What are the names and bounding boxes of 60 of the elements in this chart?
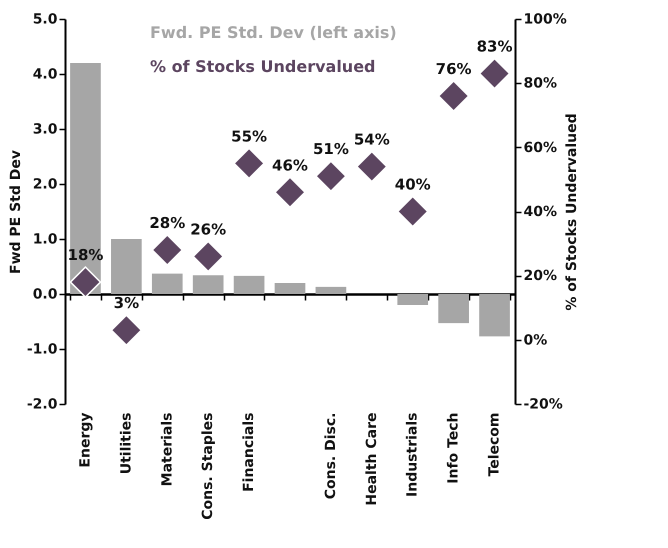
- y2-tick-label: 100%: [524, 12, 567, 28]
- y2-tick-label: -20%: [524, 396, 563, 412]
- y-tick-label: 4.0: [32, 66, 58, 82]
- data-label: 46%: [272, 156, 308, 174]
- data-label: 40%: [394, 176, 431, 194]
- data-label: 26%: [190, 220, 226, 238]
- x-tick-label: Materials: [159, 412, 176, 486]
- data-label: 55%: [231, 127, 268, 146]
- x-tick-label: Health Care: [364, 412, 380, 506]
- data-label: 83%: [476, 38, 512, 56]
- x-tick-label: Telecom: [486, 412, 503, 476]
- data-label: 28%: [149, 214, 186, 232]
- point: [315, 160, 347, 192]
- bar: [111, 239, 142, 294]
- y-tick-label: 2.0: [32, 176, 58, 192]
- bar: [397, 294, 428, 305]
- bar: [438, 294, 469, 324]
- point: [478, 58, 510, 90]
- x-tick-label: Utilities: [118, 412, 134, 474]
- point: [356, 150, 388, 182]
- y-tick-label: -1.0: [26, 342, 58, 358]
- text: % of Stocks Undervalued: [150, 57, 376, 76]
- y2-tick-label: 40%: [524, 204, 558, 220]
- y-tick-label: -2.0: [26, 396, 58, 412]
- x-tick-label: Financials: [241, 412, 258, 492]
- data-label: 76%: [436, 60, 472, 78]
- bar: [152, 274, 183, 294]
- x-tick-label: Energy: [77, 412, 94, 468]
- data-label: 54%: [354, 130, 390, 149]
- x-tick-label: Cons. Disc.: [322, 412, 339, 500]
- point: [233, 148, 265, 180]
- point: [110, 314, 142, 346]
- point: [192, 240, 224, 272]
- bar: [70, 63, 101, 294]
- x-tick-label: Cons. Staples: [200, 412, 216, 520]
- data-label: 51%: [312, 140, 349, 158]
- bar: [479, 294, 510, 336]
- bar: [316, 286, 346, 294]
- y-tick-label: 3.0: [32, 122, 58, 138]
- bar: [234, 276, 264, 294]
- point: [152, 234, 184, 266]
- y-tick-label: 1.0: [32, 232, 58, 248]
- data-label: 3%: [114, 294, 140, 312]
- y2-tick-label: 0%: [524, 332, 548, 348]
- x-tick-label: Info Tech: [446, 412, 462, 484]
- y2-tick-label: 80%: [524, 76, 558, 92]
- y-tick-label: 0.0: [32, 286, 58, 302]
- point: [274, 176, 306, 208]
- bar: [192, 275, 224, 294]
- y2-tick-label: 60%: [524, 140, 558, 156]
- y2-tick-label: 20%: [524, 268, 558, 284]
- point: [396, 196, 428, 228]
- y-tick-label: 5.0: [32, 12, 58, 28]
- bar: [274, 283, 306, 294]
- text: Fwd. PE Std. Dev (left axis): [150, 23, 397, 42]
- x-tick-label: Industrials: [404, 412, 421, 497]
- point: [438, 80, 470, 112]
- y-axis-title: Fwd PE Std Dev: [8, 150, 24, 274]
- y2-axis-title: % of Stocks Undervalued: [564, 113, 580, 311]
- point: [70, 266, 102, 298]
